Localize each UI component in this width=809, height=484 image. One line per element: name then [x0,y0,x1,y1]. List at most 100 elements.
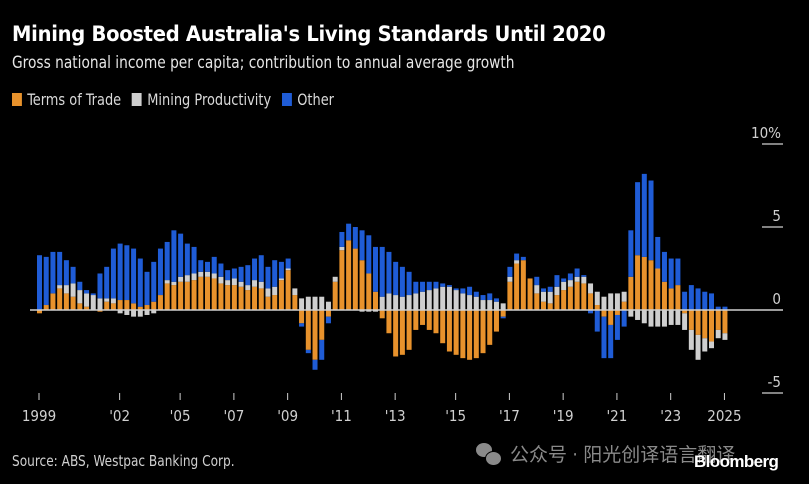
x-tick-label: '19 [553,407,574,425]
bar-segment-mining-productivity [359,310,365,312]
bar-segment-terms-of-trade [641,256,647,310]
bar-segment-other [211,256,217,274]
chart-title: Mining Boosted Australia's Living Standa… [12,22,606,46]
bar-segment-other [601,316,607,359]
bar-segment-mining-productivity [413,293,419,310]
bar-segment-terms-of-trade [480,310,486,354]
bar-segment-terms-of-trade [164,283,170,310]
bar-segment-terms-of-trade [178,281,184,310]
bar-segment-terms-of-trade [520,260,526,310]
bar-segment-terms-of-trade [373,291,378,310]
bar-segment-other [561,278,567,282]
bar-segment-mining-productivity [90,295,96,310]
bar-segment-other [144,271,150,306]
bar-segment-other [258,255,264,282]
bar-segment-terms-of-trade [77,303,83,310]
bar-segment-mining-productivity [460,293,466,310]
bar-segment-other [131,248,137,304]
bar-segment-terms-of-trade [265,296,271,310]
bar-segment-other [151,261,157,302]
bar-segment-terms-of-trade [171,285,177,310]
bar-segment-terms-of-trade [567,286,573,310]
bar-segment-other [480,295,486,301]
bar-segment-mining-productivity [648,310,654,327]
bar-segment-terms-of-trade [285,270,291,310]
bar-segment-terms-of-trade [325,310,331,317]
bar-segment-other [366,235,372,274]
bar-segment-terms-of-trade [332,281,338,310]
bar-segment-mining-productivity [191,273,197,281]
bar-segment-other [305,349,311,354]
bar-segment-other [467,286,473,296]
bar-segment-other [77,281,83,291]
bar-segment-mining-productivity [541,291,546,302]
bar-segment-mining-productivity [285,268,291,271]
bar-segment-other [84,290,90,294]
bar-segment-terms-of-trade [722,310,728,334]
bar-segment-mining-productivity [614,293,620,310]
bar-segment-mining-productivity [688,329,694,350]
bar-segment-mining-productivity [567,280,573,287]
bar-segment-terms-of-trade [426,310,432,330]
bar-segment-other [487,293,493,301]
x-tick-label: '07 [223,407,244,425]
bar-segment-terms-of-trade [252,286,258,310]
bar-segment-other [352,227,358,249]
bar-segment-other [628,230,634,277]
bar-segment-mining-productivity [124,310,130,315]
bar-segment-terms-of-trade [366,273,372,310]
bar-segment-mining-productivity [480,300,486,310]
bar-segment-other [50,251,56,294]
bar-segment-terms-of-trade [117,300,123,310]
legend-swatch-other [281,93,292,106]
bar-segment-other [709,293,714,310]
bar-segment-mining-productivity [554,286,560,296]
bar-segment-mining-productivity [601,296,607,310]
bar-segment-mining-productivity [581,276,587,284]
bar-segment-other [514,253,520,261]
bar-segment-other [594,310,600,332]
bar-segment-other [339,231,345,247]
bar-segment-other [252,258,258,281]
bar-segment-terms-of-trade [628,276,634,310]
bar-segment-mining-productivity [588,283,594,294]
bar-segment-terms-of-trade [655,268,661,310]
bar-segment-other [238,266,244,282]
bar-segment-other [541,288,546,292]
legend-label: Mining Productivity [147,90,272,109]
legend: Terms of Trade Mining Productivity Other [12,90,345,109]
bar-segment-other [379,246,385,297]
x-tick-label: '02 [109,407,130,425]
bar-segment-other [567,273,573,281]
bar-segment-mining-productivity [386,293,392,310]
legend-item-other: Other [281,90,334,109]
bar-segment-other [688,285,694,310]
x-tick-label: '13 [385,407,406,425]
bar-segment-other [621,310,627,327]
bar-segment-mining-productivity [184,275,190,282]
bar-segment-terms-of-trade [84,306,90,310]
bar-segment-mining-productivity [514,260,520,264]
bar-segment-other [648,180,654,261]
bar-segment-terms-of-trade [218,283,224,310]
bar-segment-terms-of-trade [621,301,627,310]
bar-segment-other [285,258,291,269]
bar-segment-mining-productivity [312,296,318,310]
source-note: Source: ABS, Westpac Banking Corp. [12,452,235,470]
chart-subtitle: Gross national income per capita; contri… [12,53,515,73]
bar-segment-other [453,288,459,291]
bar-segment-terms-of-trade [157,295,163,310]
bar-segment-other [507,266,513,277]
bar-segment-mining-productivity [393,295,399,310]
bar-segment-mining-productivity [473,296,479,310]
bar-segment-other [198,260,204,272]
bar-segment-mining-productivity [487,300,493,310]
bar-segment-mining-productivity [265,288,271,297]
bar-segment-terms-of-trade [473,310,479,359]
bar-segment-terms-of-trade [440,310,446,344]
bar-segment-mining-productivity [252,280,258,287]
bar-segment-mining-productivity [110,298,116,304]
bar-segment-mining-productivity [84,293,90,307]
bar-segment-other [702,291,708,310]
bar-segment-other [426,281,432,291]
